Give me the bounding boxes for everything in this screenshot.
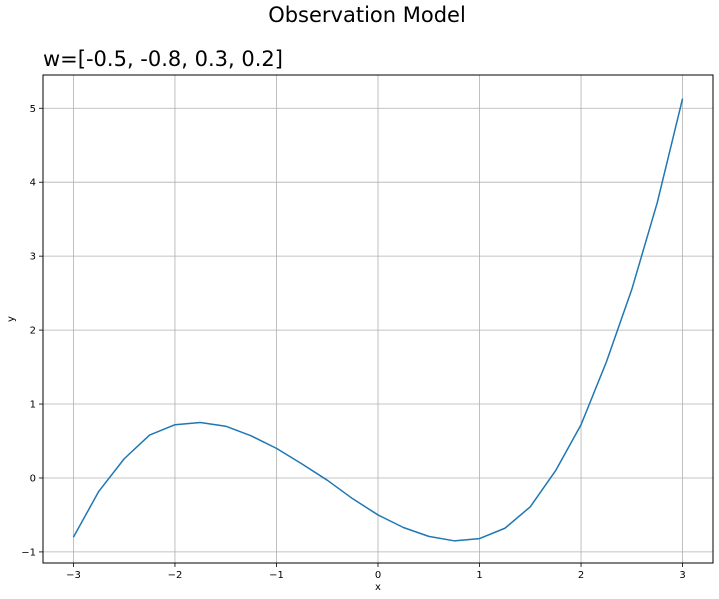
x-axis: −3 −2 −1 0 1 2 3 xyxy=(66,563,686,581)
x-axis-label: x xyxy=(375,582,381,593)
x-tick-label: 1 xyxy=(476,570,482,581)
y-tick-label: 3 xyxy=(30,252,36,263)
series-layer xyxy=(72,98,684,542)
x-tick-label: −1 xyxy=(269,570,284,581)
y-tick-label: 5 xyxy=(30,104,36,115)
series-line xyxy=(72,98,684,542)
y-axis: −1 0 1 2 3 4 5 xyxy=(21,104,43,558)
grid xyxy=(43,75,713,563)
y-tick-label: 0 xyxy=(30,473,36,484)
x-tick-label: 2 xyxy=(578,570,584,581)
x-tick-label: −2 xyxy=(168,570,183,581)
y-tick-label: 2 xyxy=(30,326,36,337)
x-tick-label: 0 xyxy=(375,570,381,581)
figure-suptitle: Observation Model xyxy=(268,3,466,27)
x-tick-label: −3 xyxy=(66,570,81,581)
axes-title: w=[-0.5, -0.8, 0.3, 0.2] xyxy=(43,47,283,71)
y-tick-label: 1 xyxy=(30,400,36,411)
y-tick-label: 4 xyxy=(30,178,36,189)
x-tick-label: 3 xyxy=(679,570,685,581)
y-tick-label: −1 xyxy=(21,547,36,558)
y-axis-label: y xyxy=(6,316,17,322)
